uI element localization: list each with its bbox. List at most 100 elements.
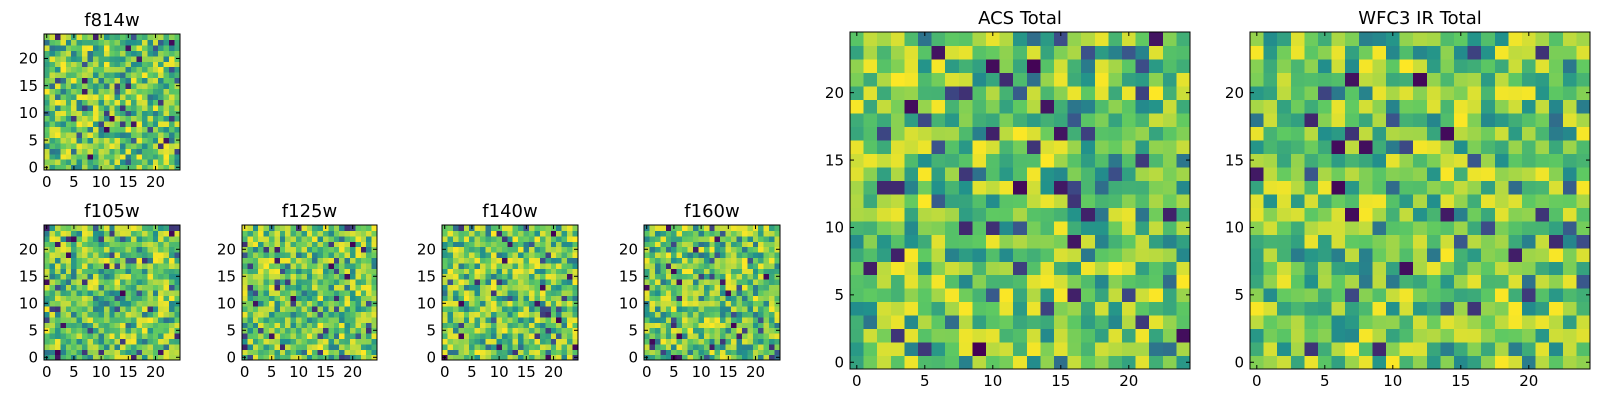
heatmap-cell — [1508, 261, 1523, 276]
heatmap-cell — [931, 72, 946, 87]
heatmap-cell — [1081, 85, 1096, 100]
heatmap-cell — [758, 284, 765, 291]
heatmap-cell — [671, 300, 678, 307]
heatmap-cell — [87, 159, 94, 166]
heatmap-cell — [344, 311, 351, 318]
heatmap-cell — [1413, 261, 1428, 276]
heatmap-cell — [92, 88, 99, 95]
heatmap-cell — [1413, 315, 1428, 330]
heatmap-cell — [109, 34, 116, 41]
heatmap-cell — [54, 93, 61, 100]
heatmap-cell — [1508, 139, 1523, 154]
heatmap-cell — [120, 66, 127, 73]
heatmap-cell — [703, 333, 710, 339]
heatmap-cell — [98, 262, 105, 269]
heatmap-cell — [1040, 58, 1055, 74]
heatmap-cell — [306, 235, 313, 242]
heatmap-cell — [709, 230, 716, 237]
heatmap-cell — [1358, 45, 1373, 60]
heatmap-cell — [147, 131, 154, 138]
heatmap-cell — [103, 131, 110, 138]
heatmap-cell — [774, 311, 781, 318]
heatmap-cell — [523, 279, 530, 285]
heatmap-cell — [87, 131, 94, 138]
heatmap-cell — [741, 322, 748, 329]
heatmap-cell — [1562, 126, 1577, 141]
heatmap-cell — [485, 252, 492, 258]
heatmap-cell — [174, 126, 181, 133]
heatmap-cell — [152, 279, 159, 285]
heatmap-cell — [1250, 99, 1265, 114]
heatmap-cell — [958, 72, 973, 87]
heatmap-cell — [71, 159, 78, 166]
heatmap-cell — [972, 58, 987, 74]
heatmap-cell — [671, 289, 678, 296]
heatmap-cell — [1331, 112, 1346, 127]
heatmap-cell — [49, 338, 56, 345]
heatmap-cell — [676, 343, 683, 350]
heatmap-cell — [306, 230, 313, 237]
heatmap-cell — [572, 333, 579, 339]
heatmap-cell — [76, 159, 83, 166]
heatmap-cell — [49, 295, 56, 302]
heatmap-cell — [1372, 328, 1387, 343]
heatmap-cell — [252, 279, 259, 285]
heatmap-cell — [687, 333, 694, 339]
heatmap-cell — [339, 268, 346, 275]
heatmap-cell — [1440, 72, 1455, 87]
heatmap-cell — [152, 61, 159, 68]
heatmap-cell — [1508, 220, 1523, 235]
heatmap-cell — [328, 235, 335, 242]
heatmap-cell — [1040, 234, 1055, 249]
heatmap-cell — [1522, 45, 1537, 60]
heatmap-cell — [1250, 193, 1265, 208]
heatmap-cell — [447, 235, 454, 242]
heatmap-cell — [1372, 315, 1387, 330]
heatmap-cell — [49, 115, 56, 122]
heatmap-cell — [850, 153, 865, 168]
heatmap-cell — [147, 284, 154, 291]
heatmap-cell — [931, 261, 946, 276]
heatmap-cell — [682, 273, 689, 280]
heatmap-cell — [725, 322, 732, 329]
heatmap-cell — [1304, 99, 1319, 114]
heatmap-cell — [485, 246, 492, 253]
heatmap-cell — [355, 252, 362, 258]
heatmap-cell — [725, 284, 732, 291]
heatmap-cell — [890, 301, 905, 316]
heatmap-cell — [474, 273, 481, 280]
heatmap-cell — [65, 241, 72, 248]
heatmap-cell — [306, 252, 313, 258]
heatmap-cell — [698, 322, 705, 329]
heatmap-cell — [109, 262, 116, 269]
heatmap-cell — [945, 220, 960, 235]
heatmap-cell — [709, 289, 716, 296]
heatmap-cell — [496, 279, 503, 285]
heatmap-cell — [747, 262, 754, 269]
heatmap-cell — [660, 289, 667, 296]
heatmap-cell — [660, 349, 667, 356]
heatmap-cell — [918, 72, 933, 87]
heatmap-cell — [442, 295, 449, 302]
y-tick-label: 10 — [19, 295, 38, 313]
heatmap-cell — [665, 316, 672, 323]
heatmap-cell — [296, 257, 302, 264]
heatmap-cell — [469, 338, 476, 345]
heatmap-cell — [1345, 153, 1360, 168]
y-tick-label: 5 — [1234, 286, 1244, 304]
heatmap-cell — [1562, 153, 1577, 168]
heatmap-cell — [769, 354, 776, 361]
heatmap-cell — [480, 300, 487, 307]
heatmap-cell — [152, 39, 159, 46]
heatmap-cell — [360, 333, 367, 339]
heatmap-cell — [1535, 220, 1550, 235]
heatmap-cell — [877, 328, 892, 343]
x-tick-label: 0 — [852, 372, 862, 390]
heatmap-cell — [158, 39, 165, 46]
heatmap-cell — [644, 262, 651, 269]
heatmap-cell — [71, 44, 78, 51]
heatmap-cell — [65, 104, 72, 111]
heatmap-cell — [485, 225, 492, 231]
heatmap-cell — [529, 235, 536, 242]
